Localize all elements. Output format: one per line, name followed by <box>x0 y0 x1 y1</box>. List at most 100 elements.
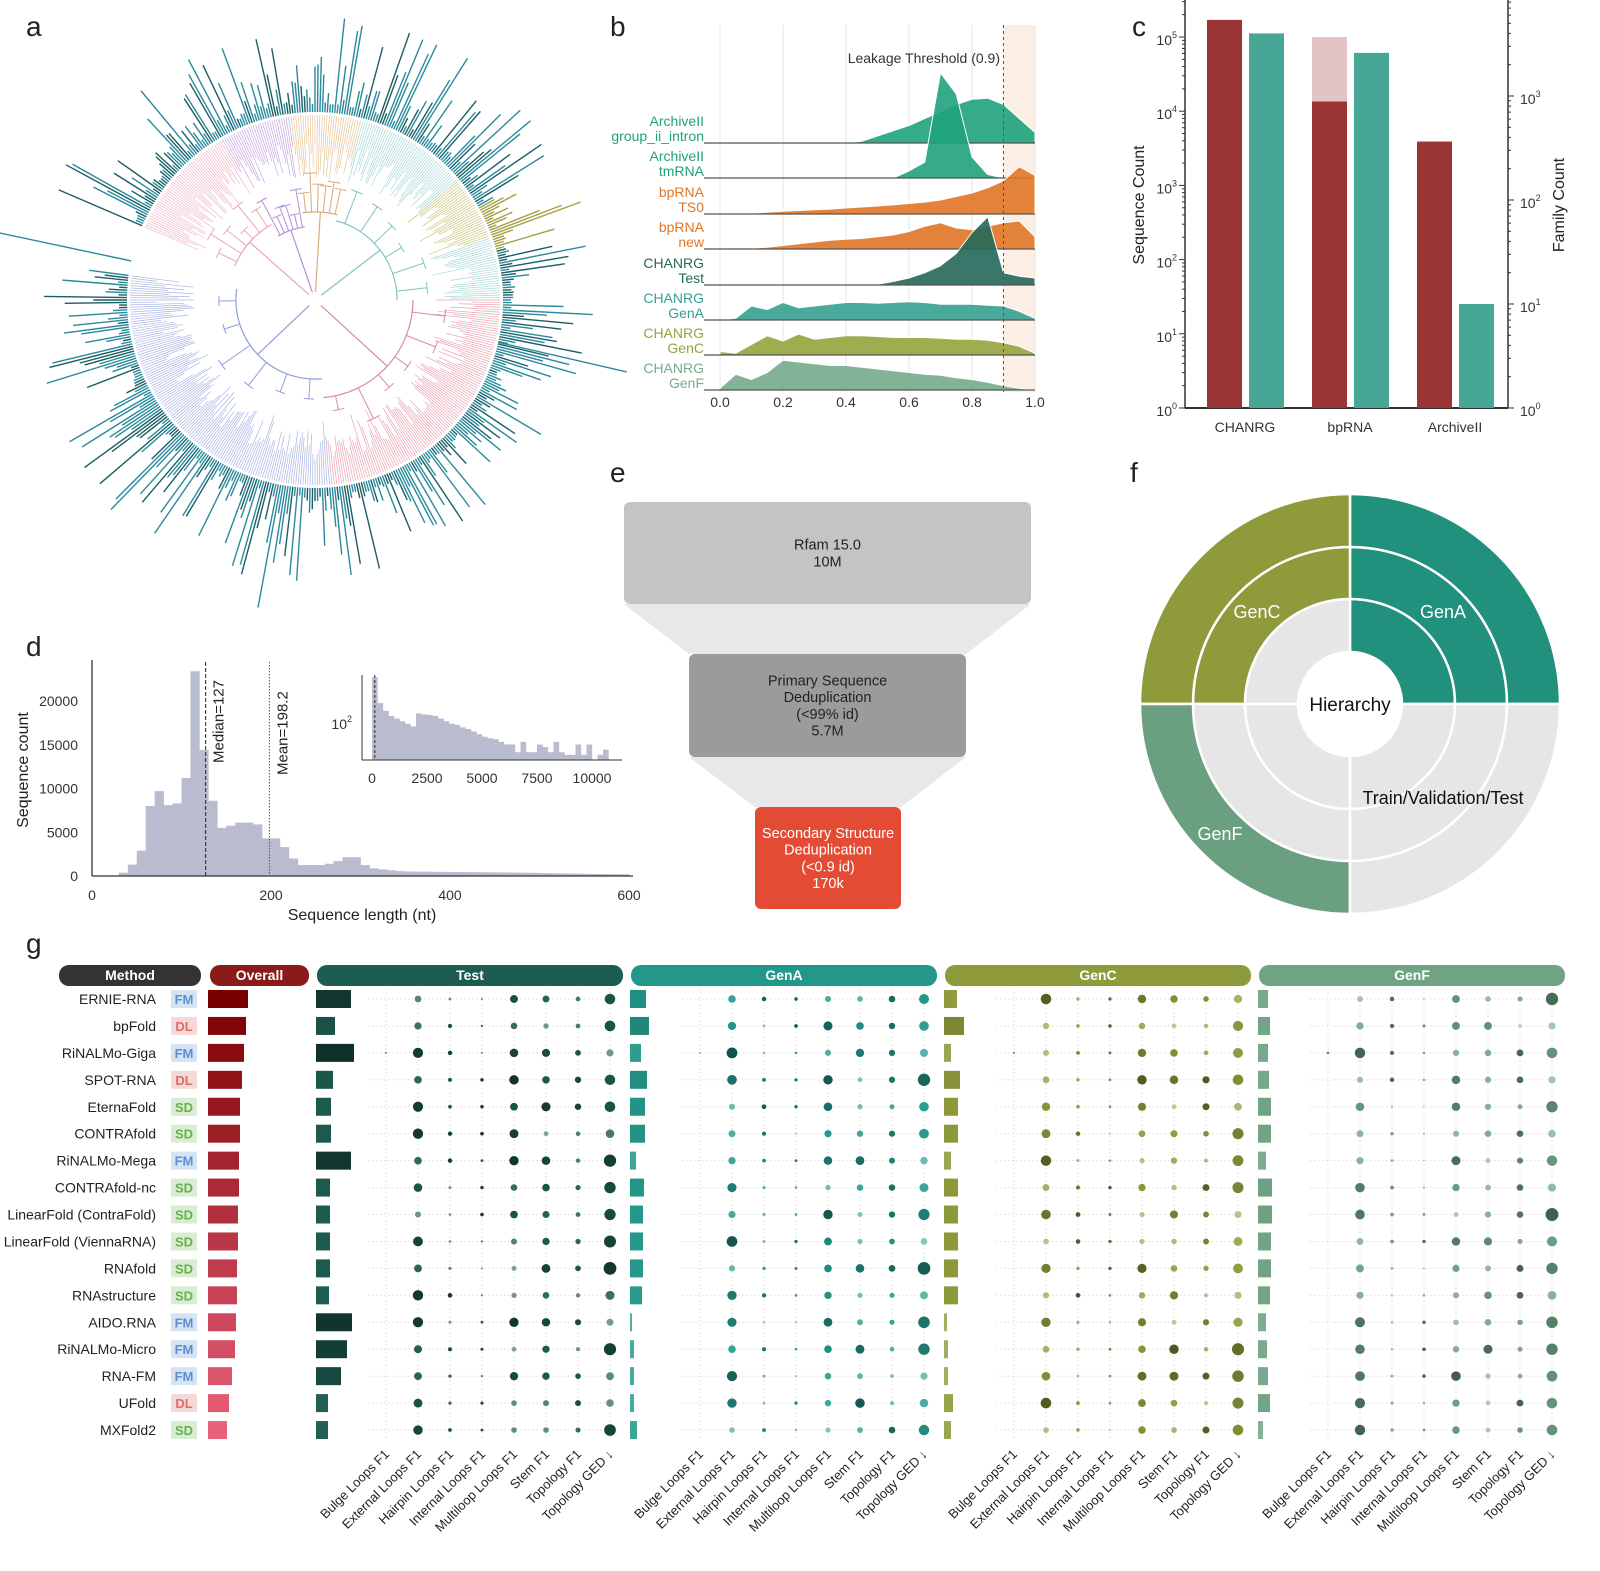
tree-leaf-bar <box>134 380 146 387</box>
block-score-bar <box>1258 1394 1270 1413</box>
tree-leaf-bar <box>469 143 542 195</box>
metric-dot <box>889 1104 895 1110</box>
metric-dot <box>1546 1101 1558 1113</box>
tree-leaf-bar <box>404 109 420 136</box>
histogram-bar <box>342 857 352 876</box>
tree-internal-branch <box>314 212 321 293</box>
tree-leaf-bar <box>502 316 574 325</box>
tree-internal-branch <box>316 184 319 212</box>
metric-dot <box>1042 1345 1050 1353</box>
tree-leaf-bar <box>161 175 170 183</box>
metric-dot <box>857 1292 863 1298</box>
tree-leaf-bar <box>52 343 133 364</box>
tree-leaf-bar <box>432 100 477 155</box>
tree-leaf-bar <box>79 347 134 364</box>
metric-dot <box>1356 1076 1364 1083</box>
metric-dot <box>762 1374 766 1378</box>
metric-dot <box>541 1264 551 1273</box>
metric-dot <box>480 1159 484 1163</box>
metric-dot <box>1108 1374 1112 1378</box>
metric-dot <box>1203 1346 1209 1352</box>
method-name: RNA-FM <box>102 1368 156 1384</box>
tree-leaf-branch <box>134 329 184 342</box>
tree-leaf-bar <box>198 468 233 536</box>
inset-histogram-bar <box>482 736 488 760</box>
method-name: MXFold2 <box>100 1422 156 1438</box>
tree-leaf-branch <box>285 448 292 483</box>
method-type-badge <box>171 1043 197 1062</box>
tree-leaf-bar <box>426 142 433 150</box>
histogram-bar <box>369 868 379 876</box>
tree-leaf-bar <box>353 90 361 117</box>
tree-internal-branch <box>328 182 335 214</box>
tree-leaf-bar <box>85 333 131 344</box>
inset-histogram-bar <box>416 713 422 760</box>
tree-leaf-branch <box>211 412 241 455</box>
tree-leaf-bar <box>285 102 289 115</box>
metric-dot <box>1076 1078 1080 1082</box>
tree-leaf-bar <box>241 474 246 484</box>
table-row: RiNALMo-Micro FM <box>57 1340 235 1359</box>
metric-dot <box>1233 1237 1243 1246</box>
tree-leaf-bar <box>372 112 377 122</box>
tree-leaf-branch <box>458 320 499 327</box>
tree-leaf-bar <box>242 113 249 125</box>
method-type-badge <box>171 1124 197 1143</box>
tree-leaf-bar <box>112 309 128 312</box>
tree-leaf-bar <box>494 240 505 245</box>
metric-dot <box>1356 1291 1364 1299</box>
metric-dot <box>1202 1319 1210 1326</box>
metric-dot <box>1355 1182 1365 1193</box>
metric-dot <box>1202 1076 1210 1084</box>
metric-dot <box>1109 1429 1111 1432</box>
overall-score-bar <box>208 1016 246 1035</box>
tree-leaf-branch <box>473 305 500 308</box>
metric-dot <box>480 1105 484 1109</box>
metric-dot <box>1171 1023 1177 1029</box>
tree-leaf-bar <box>348 484 353 499</box>
tree-leaf-branch <box>246 128 260 162</box>
inset-histogram-bar <box>460 727 466 760</box>
tree-internal-branch <box>249 241 310 296</box>
tree-leaf-bar <box>181 440 192 452</box>
right-tick-label-exp: 2 <box>1536 193 1541 203</box>
tree-leaf-branch <box>441 348 488 367</box>
header-method <box>59 965 201 986</box>
panel-b-ridgeline: 0.0 0.2 0.4 0.6 0.8 1.0ArchiveIIgroup_ii_intr… <box>611 25 1045 410</box>
tree-leaf-branch <box>433 220 483 244</box>
metric-dot <box>1203 1265 1209 1272</box>
bar-family-count <box>1354 52 1389 408</box>
metric-dot <box>794 1159 798 1163</box>
block-score-bar <box>630 990 646 1008</box>
tree-leaf-branch <box>348 120 359 160</box>
tree-leaf-branch <box>235 429 254 468</box>
metric-dot <box>762 1024 766 1028</box>
metric-dot <box>606 1399 614 1407</box>
tree-leaf-bar <box>174 437 188 452</box>
metric-dot <box>857 1212 863 1218</box>
tree-leaf-bar <box>308 487 311 513</box>
metric-dot <box>856 1130 864 1137</box>
tree-clade-arc <box>432 340 439 354</box>
tree-leaf-bar <box>336 104 339 114</box>
tree-leaf-branch <box>273 119 282 150</box>
metric-dot <box>1041 1263 1051 1274</box>
tree-leaf-branch <box>447 228 487 246</box>
method-type-label: SD <box>175 1208 193 1223</box>
tree-leaf-branch <box>334 117 345 172</box>
metric-dot <box>888 1076 896 1083</box>
tree-leaf-bar <box>203 133 212 145</box>
metric-dot <box>511 1238 517 1245</box>
metric-dot <box>762 1321 766 1324</box>
tree-leaf-branch <box>322 115 326 153</box>
metric-dot <box>1483 1344 1493 1354</box>
metric-dot <box>1518 1024 1522 1028</box>
tree-leaf-branch <box>215 411 245 457</box>
tree-leaf-bar <box>365 480 370 492</box>
metric-dot <box>1422 1374 1426 1378</box>
tree-leaf-branch <box>410 154 430 180</box>
tree-leaf-bar <box>231 479 260 567</box>
inset-x-tick-label: 7500 <box>521 770 552 786</box>
tree-leaf-branch <box>185 386 232 433</box>
tree-leaf-branch <box>169 185 200 210</box>
